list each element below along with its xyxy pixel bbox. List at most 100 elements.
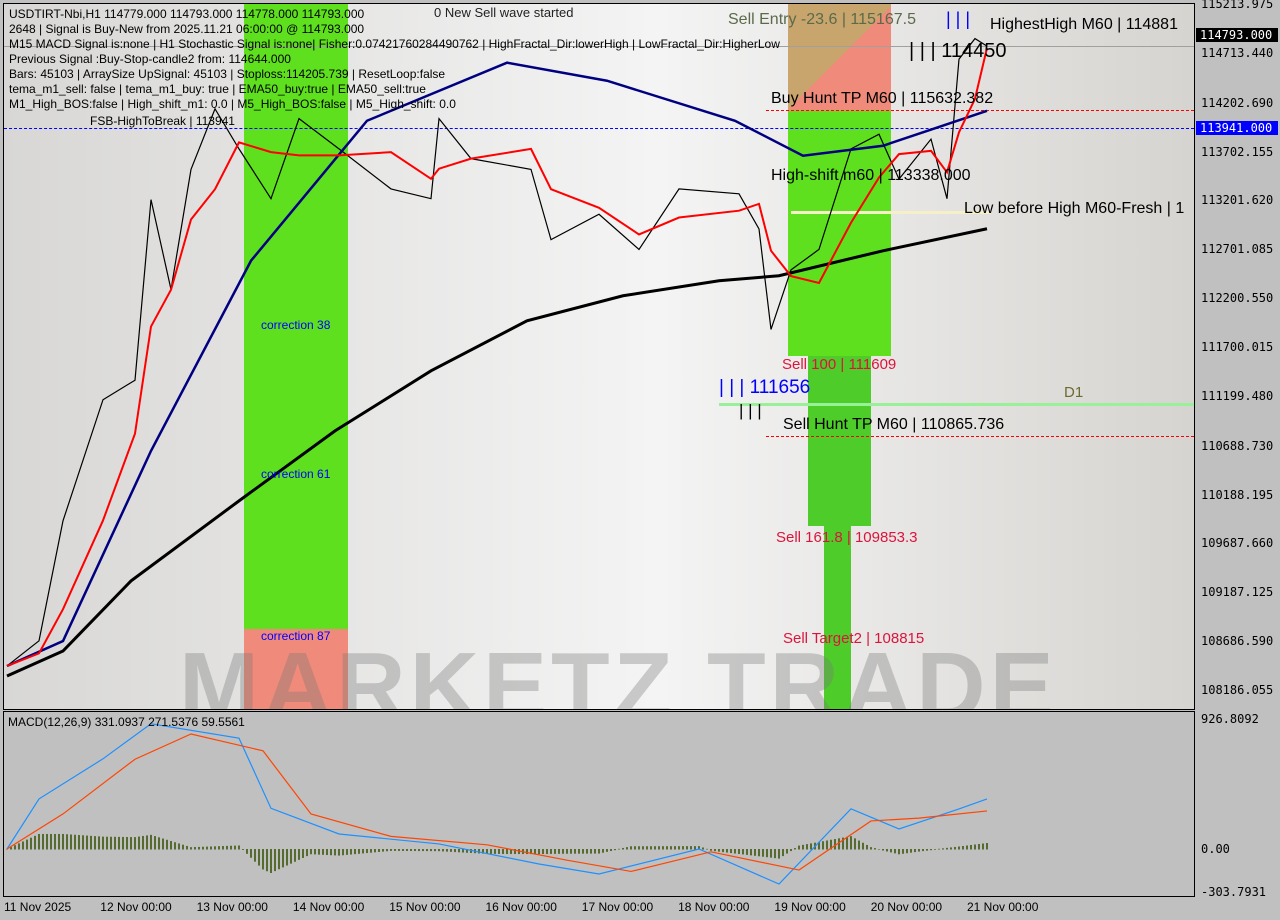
- macd-histogram-bar: [162, 838, 164, 850]
- macd-histogram-bar: [846, 836, 848, 850]
- macd-histogram-bar: [662, 846, 664, 850]
- macd-histogram-bar: [382, 849, 384, 852]
- low-mark-label: | | | 111656: [719, 377, 811, 398]
- macd-histogram-bar: [878, 849, 880, 850]
- correction-87-label: correction 87: [261, 629, 331, 643]
- macd-histogram-bar: [426, 849, 428, 852]
- d1-label: D1: [1064, 384, 1084, 401]
- macd-histogram-bar: [870, 847, 872, 850]
- macd-histogram-bar: [558, 849, 560, 854]
- fsb-label: FSB-HighToBreak | 113941: [90, 114, 235, 128]
- macd-histogram-bar: [746, 849, 748, 855]
- signal-line: [6, 733, 988, 873]
- macd-histogram-bar: [42, 833, 44, 850]
- macd-histogram-bar: [646, 846, 648, 850]
- macd-histogram-bar: [682, 846, 684, 850]
- macd-histogram-bar: [494, 849, 496, 854]
- info-line: tema_m1_sell: false | tema_m1_buy: true …: [9, 82, 426, 96]
- macd-histogram-bar: [710, 849, 712, 851]
- macd-histogram-bar: [226, 845, 228, 850]
- macd-histogram-bar: [726, 849, 728, 853]
- macd-histogram-bar: [454, 849, 456, 853]
- macd-histogram-bar: [806, 844, 808, 850]
- macd-histogram-bar: [574, 849, 576, 854]
- macd-histogram-bar: [590, 849, 592, 854]
- macd-histogram-bar: [450, 849, 452, 852]
- price-tick-label: 113702.155: [1201, 144, 1274, 159]
- macd-histogram-bar: [142, 835, 144, 850]
- macd-histogram-bar: [330, 849, 332, 856]
- macd-histogram-bar: [942, 848, 944, 850]
- time-tick-label: 21 Nov 00:00: [967, 900, 1039, 914]
- macd-histogram-bar: [402, 849, 404, 851]
- macd-histogram-bar: [722, 849, 724, 853]
- macd-histogram-bar: [234, 845, 236, 850]
- price-tick-label: 109187.125: [1201, 585, 1274, 600]
- macd-histogram-bar: [490, 849, 492, 854]
- indicator-info: USDTIRT-Nbi,H1 114779.000 114793.000 114…: [9, 7, 780, 112]
- macd-histogram-bar: [358, 849, 360, 854]
- macd-histogram-bar: [654, 846, 656, 850]
- macd-histogram-bar: [534, 849, 536, 855]
- macd-histogram-bar: [694, 846, 696, 850]
- current-price-line: [4, 46, 1194, 47]
- macd-histogram-bar: [882, 849, 884, 851]
- macd-histogram-bar: [30, 837, 32, 850]
- sell-target2-label: Sell Target2 | 108815: [783, 630, 925, 647]
- macd-histogram-bar: [730, 849, 732, 854]
- high-shift-label: High-shift m60 | 113338.000: [771, 167, 971, 184]
- macd-histogram-bar: [674, 846, 676, 850]
- macd-histogram-bar: [174, 842, 176, 850]
- sell-hunt-tp-label: Sell Hunt TP M60 | 110865.736: [783, 416, 1005, 433]
- macd-histogram-bar: [610, 849, 612, 852]
- macd-histogram-bar: [38, 833, 40, 850]
- bars-top-label: | | |: [946, 9, 971, 29]
- macd-histogram-bar: [978, 844, 980, 850]
- macd-panel[interactable]: MACD(12,26,9) 331.0937 271.5376 59.5561: [3, 711, 1195, 897]
- price-tick-label: 112200.550: [1201, 291, 1274, 306]
- macd-histogram-bar: [310, 849, 312, 855]
- macd-histogram-bar: [22, 841, 24, 850]
- macd-histogram-bar: [50, 833, 52, 850]
- price-plot: [6, 37, 988, 678]
- macd-histogram-bar: [166, 839, 168, 850]
- macd-histogram-bar: [322, 849, 324, 855]
- macd-histogram-bar: [18, 843, 20, 850]
- macd-histogram-bar: [98, 836, 100, 850]
- macd-histogram-bar: [658, 846, 660, 850]
- macd-histogram-bar: [890, 849, 892, 853]
- macd-histogram-bar: [246, 849, 248, 854]
- macd-histogram-bar: [850, 836, 852, 850]
- macd-histogram-bar: [414, 849, 416, 852]
- macd-histogram-bar: [410, 849, 412, 852]
- info-line: Bars: 45103 | ArraySize UpSignal: 45103 …: [9, 67, 446, 81]
- price-tick-label: 114713.440: [1201, 45, 1274, 60]
- price-tick-label: 108186.055: [1201, 683, 1274, 697]
- macd-histogram-bar: [398, 849, 400, 851]
- price-tick-label: 114202.690: [1201, 95, 1274, 110]
- macd-histogram-bar: [58, 833, 60, 850]
- price-chart[interactable]: MARKETZ TRADE USDTIRT-Nbi,H1 114779.000 …: [3, 3, 1195, 710]
- time-tick-label: 14 Nov 00:00: [292, 900, 365, 914]
- macd-histogram-bar: [390, 849, 392, 851]
- macd-histogram-bar: [130, 837, 132, 850]
- macd-histogram-bar: [926, 849, 928, 851]
- ema50-line: [6, 61, 988, 668]
- fsb-price-tag: 113941.000: [1196, 121, 1278, 136]
- macd-histogram-bar: [238, 845, 240, 850]
- macd-histogram-bar: [270, 849, 272, 873]
- macd-title: MACD(12,26,9) 331.0937 271.5376 59.5561: [8, 715, 245, 729]
- macd-histogram-bar: [10, 847, 12, 850]
- macd-histogram-bar: [318, 849, 320, 855]
- macd-histogram-bar: [550, 849, 552, 854]
- macd-histogram-bar: [874, 848, 876, 850]
- macd-histogram-bar: [930, 849, 932, 851]
- info-line: USDTIRT-Nbi,H1 114779.000 114793.000 114…: [9, 7, 365, 21]
- macd-histogram-bar: [178, 843, 180, 850]
- macd-histogram-bar: [418, 849, 420, 852]
- macd-histogram-bar: [470, 849, 472, 853]
- macd-histogram-bar: [938, 848, 940, 850]
- macd-histogram-bar: [922, 849, 924, 852]
- macd-histogram-bar: [910, 849, 912, 853]
- macd-histogram-bar: [442, 849, 444, 852]
